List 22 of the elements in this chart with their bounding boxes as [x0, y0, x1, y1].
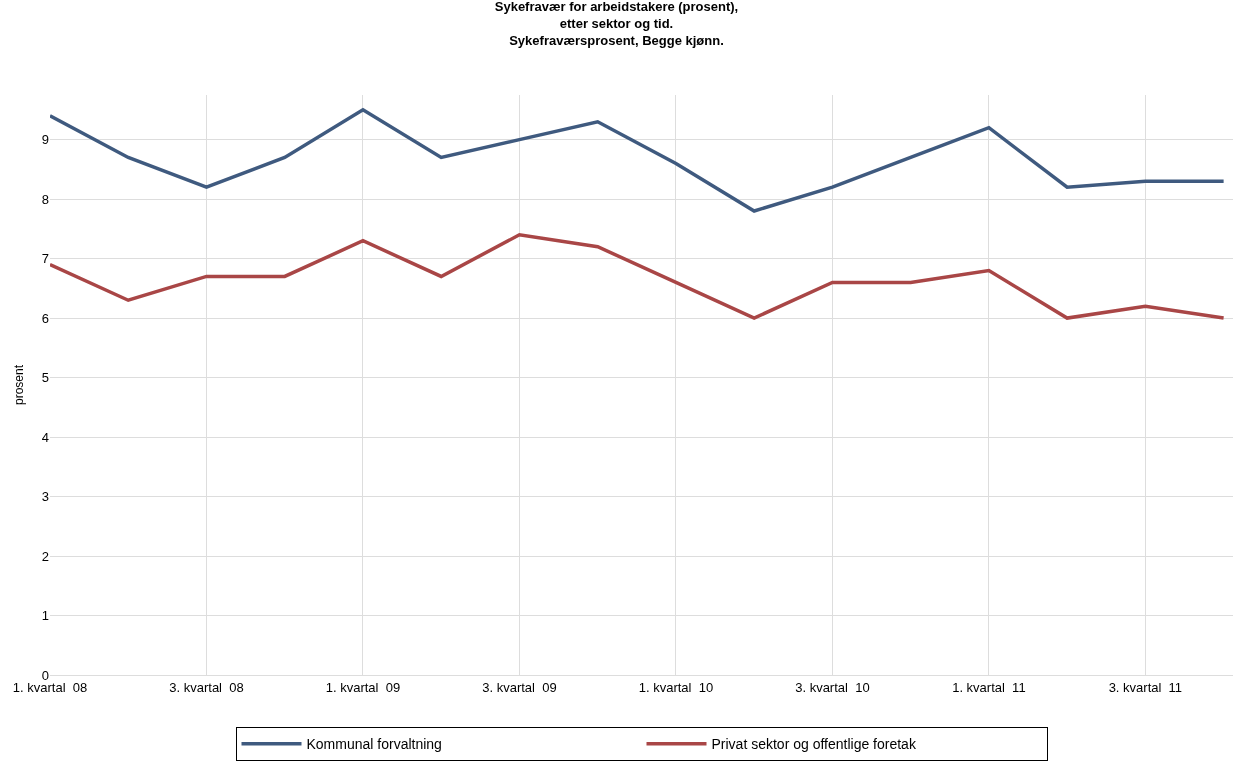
- y-tick-label: 8: [41, 191, 49, 207]
- x-tick-label: 1. kvartal 10: [638, 679, 714, 695]
- y-tick-label: 6: [41, 310, 49, 326]
- legend-label: Privat sektor og offentlige foretak: [711, 736, 917, 753]
- x-tick-label: 1. kvartal 09: [325, 679, 401, 695]
- x-tick-label: 3. kvartal 10: [795, 679, 870, 695]
- y-tick-label: 3: [41, 489, 49, 505]
- y-axis-title: prosent: [12, 364, 27, 406]
- y-tick-label: 7: [41, 251, 49, 267]
- x-tick-label: 3. kvartal 08: [169, 679, 244, 695]
- x-tick-label: 3. kvartal 09: [482, 679, 557, 695]
- y-tick-label: 2: [41, 548, 49, 564]
- x-tick-label: 3. kvartal 11: [1108, 679, 1183, 695]
- line-series: [50, 233, 1226, 320]
- y-tick-label: 1: [41, 608, 49, 624]
- y-tick-label: 5: [41, 370, 49, 386]
- y-tick-label: 9: [41, 132, 49, 148]
- legend-label: Kommunal forvaltning: [306, 736, 442, 753]
- x-tick-label: 1. kvartal 11: [952, 679, 1026, 695]
- y-tick-label: 4: [41, 429, 49, 445]
- line-series: [50, 108, 1226, 213]
- chart-title: Sykefravær for arbeidstakere (prosent), etter sektor og tid. Sykefraværsprosent, Begge kjønn.: [494, 0, 739, 49]
